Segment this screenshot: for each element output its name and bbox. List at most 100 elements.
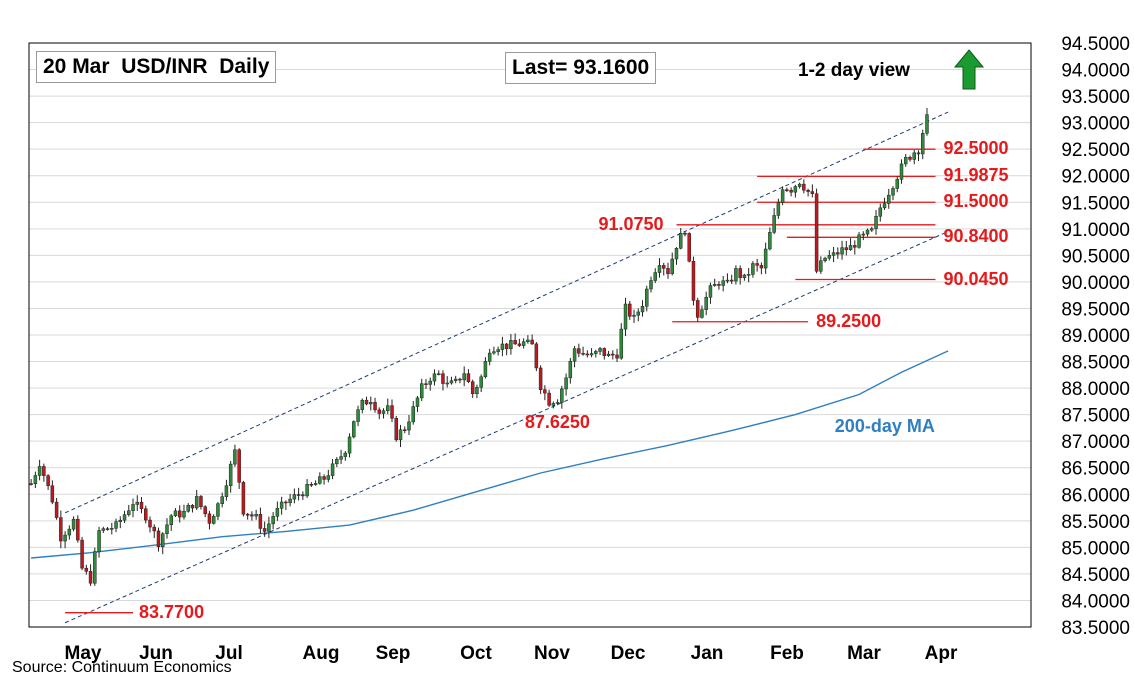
candle bbox=[560, 385, 564, 409]
candle bbox=[700, 305, 704, 319]
y-tick-label: 86.0000 bbox=[1061, 485, 1130, 506]
candle bbox=[190, 504, 195, 513]
candle bbox=[364, 396, 369, 406]
candle bbox=[500, 336, 505, 357]
y-tick-label: 90.0000 bbox=[1061, 273, 1130, 294]
candle bbox=[602, 347, 607, 360]
candle bbox=[156, 527, 161, 552]
candle bbox=[343, 451, 348, 461]
candle bbox=[746, 268, 751, 283]
candle bbox=[462, 366, 466, 387]
candle bbox=[577, 343, 581, 358]
candle bbox=[313, 480, 318, 486]
level-label: 91.0750 bbox=[598, 213, 664, 234]
candle bbox=[925, 108, 929, 136]
level-lines bbox=[65, 148, 936, 614]
level-label: 91.5000 bbox=[943, 191, 1009, 212]
candle bbox=[819, 256, 823, 274]
candle bbox=[547, 389, 551, 407]
candle bbox=[831, 246, 836, 262]
candle bbox=[127, 504, 131, 517]
x-tick-label: Oct bbox=[460, 643, 492, 664]
y-tick-label: 87.0000 bbox=[1061, 432, 1130, 453]
candle bbox=[717, 281, 721, 290]
candle bbox=[543, 385, 547, 401]
candle bbox=[466, 369, 471, 384]
y-tick-label: 94.5000 bbox=[1061, 34, 1130, 55]
candle bbox=[823, 256, 827, 263]
candle bbox=[772, 208, 776, 235]
candle bbox=[806, 188, 810, 197]
candle bbox=[861, 231, 866, 241]
candle bbox=[322, 474, 326, 485]
ma-label: 200-day MA bbox=[834, 415, 935, 436]
x-axis: May Jun Jul Aug Sep Oct Nov Dec Jan Feb Mar Apr bbox=[65, 643, 958, 664]
candle bbox=[504, 342, 509, 356]
y-axis: 94.5000 94.0000 93.5000 93.0000 92.5000 92.00… bbox=[1061, 34, 1130, 639]
candle bbox=[581, 346, 585, 356]
candle bbox=[475, 384, 479, 399]
candle bbox=[254, 509, 258, 520]
y-tick-label: 83.5000 bbox=[1061, 618, 1130, 639]
candle bbox=[908, 155, 912, 162]
candle bbox=[458, 377, 462, 384]
chart-title: 20 Mar USD/INR Daily bbox=[36, 51, 277, 83]
candle bbox=[67, 525, 72, 540]
candle bbox=[670, 252, 674, 276]
candle bbox=[683, 231, 687, 237]
candle bbox=[611, 350, 615, 360]
x-tick-label: Mar bbox=[847, 643, 881, 664]
candle bbox=[555, 399, 560, 406]
candle bbox=[339, 449, 343, 464]
candle bbox=[169, 513, 173, 531]
candle bbox=[534, 342, 539, 372]
candle bbox=[173, 508, 178, 518]
candle bbox=[152, 524, 156, 539]
candle bbox=[606, 350, 611, 357]
candle bbox=[250, 511, 254, 521]
candle bbox=[551, 401, 556, 409]
candle bbox=[687, 232, 691, 263]
low-annotation: 87.6250 bbox=[524, 412, 590, 432]
source-note: Source: Continuum Economics bbox=[12, 659, 232, 676]
candle bbox=[309, 482, 314, 487]
candle bbox=[139, 497, 144, 514]
candle bbox=[649, 276, 653, 293]
level-label: 92.5000 bbox=[943, 138, 1009, 159]
last-price-label: Last= 93.1600 bbox=[505, 52, 657, 84]
plot-frame bbox=[28, 42, 1032, 628]
candle bbox=[797, 182, 802, 189]
candle bbox=[517, 338, 522, 348]
candle bbox=[182, 504, 186, 520]
candle bbox=[233, 444, 237, 467]
level-label: 90.8400 bbox=[943, 226, 1009, 247]
candle bbox=[377, 407, 382, 420]
candle bbox=[712, 278, 717, 287]
candle bbox=[708, 282, 713, 304]
candle bbox=[275, 501, 280, 521]
candle bbox=[878, 203, 883, 222]
level-label: 83.7700 bbox=[139, 601, 205, 622]
candle bbox=[97, 526, 101, 558]
candle bbox=[63, 531, 67, 549]
y-tick-label: 92.0000 bbox=[1061, 167, 1130, 188]
candle bbox=[912, 150, 916, 165]
candle bbox=[415, 395, 420, 413]
candle bbox=[487, 348, 492, 366]
candle bbox=[674, 247, 679, 265]
candle bbox=[840, 240, 844, 260]
candle bbox=[920, 129, 925, 160]
candle bbox=[882, 197, 887, 210]
candle bbox=[441, 370, 445, 391]
candle bbox=[793, 184, 798, 198]
candle bbox=[632, 309, 636, 323]
candle bbox=[407, 414, 411, 436]
candle bbox=[386, 398, 390, 415]
candle bbox=[725, 273, 730, 284]
candle bbox=[662, 262, 666, 276]
candle bbox=[870, 226, 874, 232]
candle bbox=[76, 515, 80, 543]
candle bbox=[271, 512, 275, 530]
candle bbox=[369, 396, 373, 411]
candle bbox=[615, 348, 619, 362]
